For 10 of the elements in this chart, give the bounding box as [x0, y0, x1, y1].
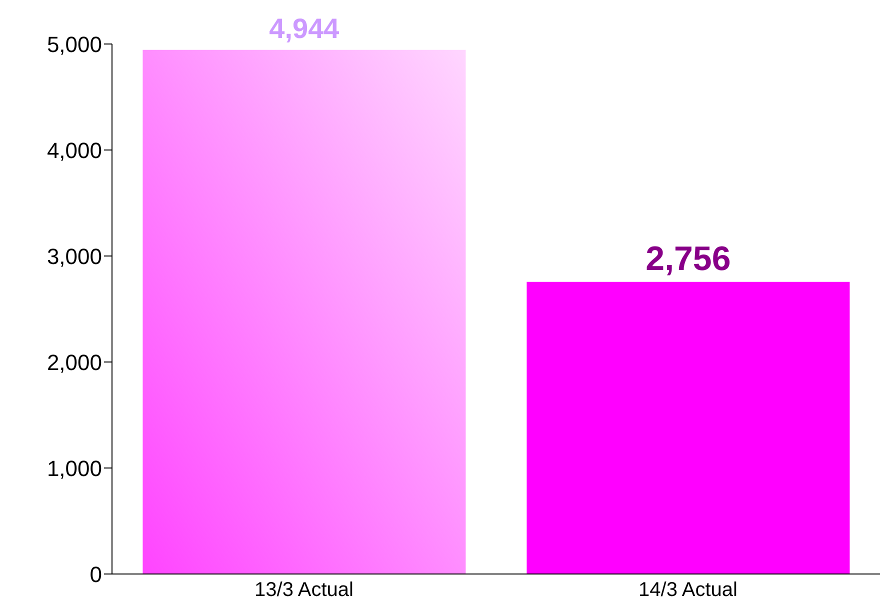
y-tick-label: 5,000 [46, 32, 102, 57]
y-tick-label: 3,000 [46, 244, 102, 269]
y-tick-label: 2,000 [46, 350, 102, 375]
y-tick-label: 1,000 [46, 456, 102, 481]
x-tick-label: 13/3 Actual [254, 579, 354, 602]
x-tick-label: 14/3 Actual [638, 579, 738, 602]
data-label: 4,944 [269, 12, 340, 44]
y-tick-label: 0 [90, 562, 102, 587]
y-tick-label: 4,000 [46, 138, 102, 163]
data-label: 2,756 [646, 240, 731, 278]
